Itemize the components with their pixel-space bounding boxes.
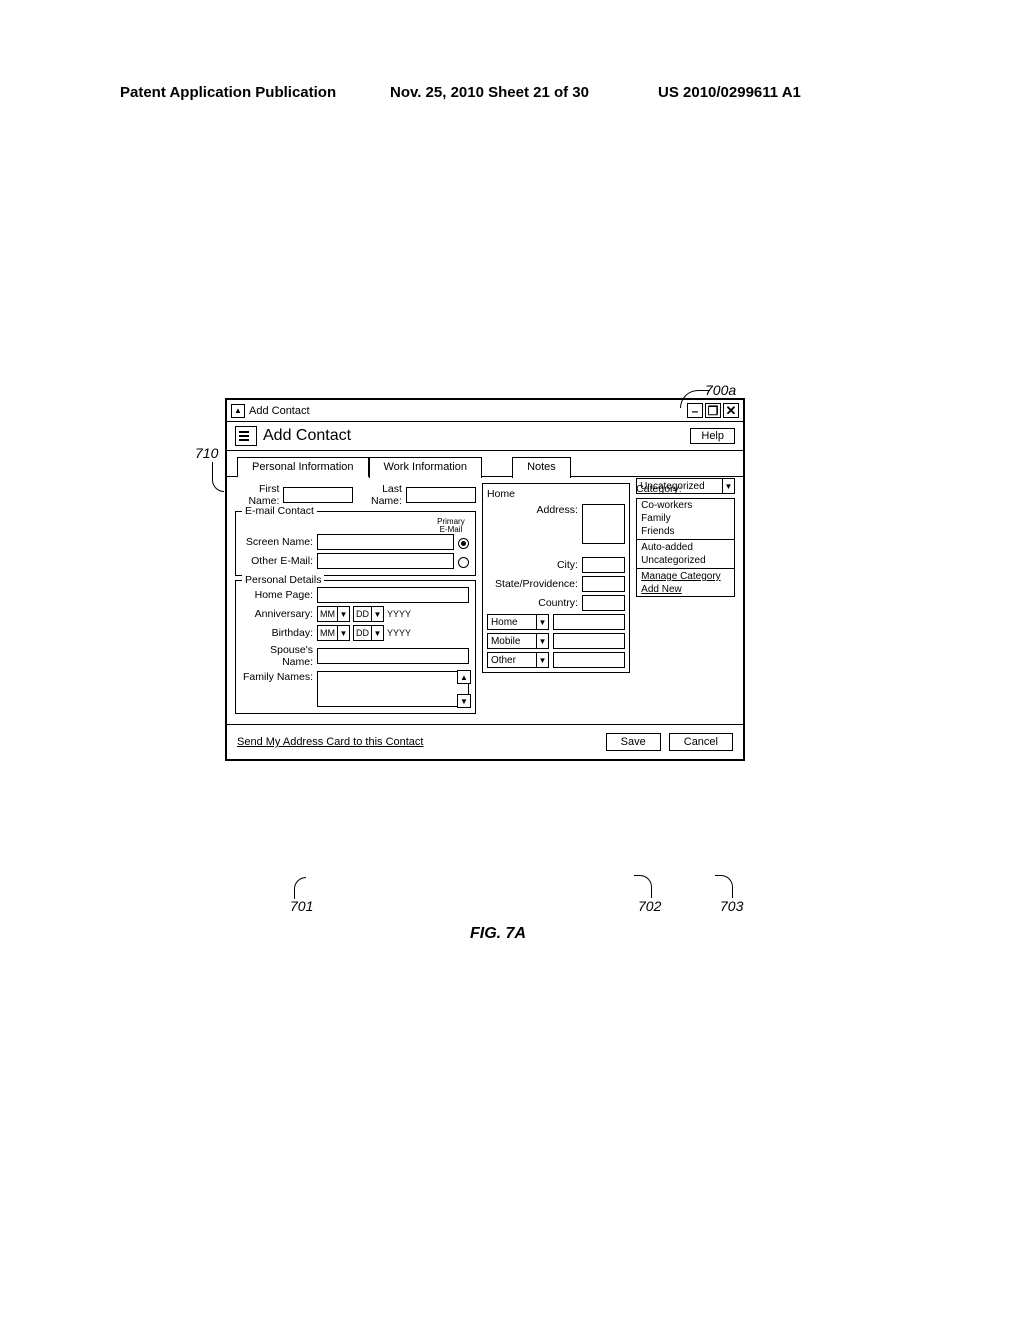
anniversary-year-label: YYYY bbox=[387, 609, 411, 619]
category-dropdown-list: Co-workers Family Friends Auto-added Unc… bbox=[636, 498, 735, 597]
content-area: First Name: Last Name: E-mail Contact Pr… bbox=[227, 477, 743, 724]
other-email-label: Other E-Mail: bbox=[242, 555, 317, 567]
scroll-up-icon[interactable]: ▲ bbox=[457, 670, 471, 684]
toolbar-title: Add Contact bbox=[263, 427, 351, 445]
category-option-uncategorized[interactable]: Uncategorized bbox=[637, 554, 734, 567]
window-controls: – ❐ ✕ bbox=[687, 403, 739, 418]
figure-label: FIG. 7A bbox=[470, 925, 526, 943]
header-patent-number: US 2010/0299611 A1 bbox=[658, 84, 801, 101]
address-input[interactable] bbox=[582, 504, 625, 544]
add-contact-window: ▲ Add Contact – ❐ ✕ Add Contact Help Per… bbox=[225, 398, 745, 761]
primary-email-label: Primary E-Mail bbox=[433, 518, 469, 534]
reference-710: 710 bbox=[195, 445, 218, 461]
personal-details-legend: Personal Details bbox=[242, 574, 324, 586]
city-input[interactable] bbox=[582, 557, 625, 573]
spouse-name-label: Spouse's Name: bbox=[242, 644, 317, 668]
spouse-name-input[interactable] bbox=[317, 648, 469, 664]
category-manage-link[interactable]: Manage Category bbox=[637, 570, 734, 583]
tab-personal-information[interactable]: Personal Information bbox=[237, 457, 369, 478]
reference-curve bbox=[634, 875, 652, 898]
family-names-label: Family Names: bbox=[242, 671, 317, 683]
send-address-card-link[interactable]: Send My Address Card to this Contact bbox=[237, 736, 423, 748]
middle-column: Home Address: City: State/Providence: Co… bbox=[482, 483, 630, 718]
toolbar-title-group: Add Contact bbox=[235, 426, 351, 446]
primary-email-radio-other[interactable] bbox=[458, 557, 469, 568]
home-section-label: Home bbox=[487, 488, 625, 500]
titlebar: ▲ Add Contact – ❐ ✕ bbox=[227, 400, 743, 422]
category-option-family[interactable]: Family bbox=[637, 512, 734, 525]
home-page-label: Home Page: bbox=[242, 589, 317, 601]
phone-other-input[interactable] bbox=[553, 652, 625, 668]
country-label: Country: bbox=[487, 597, 582, 609]
birthday-year-label: YYYY bbox=[387, 628, 411, 638]
reference-curve bbox=[294, 877, 306, 899]
tab-notes[interactable]: Notes bbox=[512, 457, 571, 478]
contact-card-icon bbox=[235, 426, 257, 446]
reference-701: 701 bbox=[290, 898, 313, 914]
tab-work-information[interactable]: Work Information bbox=[369, 457, 483, 478]
reference-702: 702 bbox=[638, 898, 661, 914]
anniversary-label: Anniversary: bbox=[242, 608, 317, 620]
help-button[interactable]: Help bbox=[690, 428, 735, 444]
header-date-sheet: Nov. 25, 2010 Sheet 21 of 30 bbox=[390, 84, 589, 101]
country-input[interactable] bbox=[582, 595, 625, 611]
reference-703: 703 bbox=[720, 898, 743, 914]
first-name-input[interactable] bbox=[283, 487, 353, 503]
state-input[interactable] bbox=[582, 576, 625, 592]
last-name-input[interactable] bbox=[406, 487, 476, 503]
footer: Send My Address Card to this Contact Sav… bbox=[227, 724, 743, 759]
category-option-coworkers[interactable]: Co-workers bbox=[637, 499, 734, 512]
email-contact-legend: E-mail Contact bbox=[242, 505, 317, 517]
phone-home-input[interactable] bbox=[553, 614, 625, 630]
home-address-box: Home Address: City: State/Providence: Co… bbox=[482, 483, 630, 673]
category-option-friends[interactable]: Friends bbox=[637, 525, 734, 538]
reference-curve bbox=[212, 462, 224, 492]
save-button[interactable]: Save bbox=[606, 733, 661, 751]
header-publication: Patent Application Publication bbox=[120, 84, 336, 101]
category-add-new-link[interactable]: Add New bbox=[637, 583, 734, 596]
state-label: State/Providence: bbox=[487, 578, 582, 590]
birthday-label: Birthday: bbox=[242, 627, 317, 639]
phone-home-select[interactable]: Home▼ bbox=[487, 614, 549, 630]
maximize-button[interactable]: ❐ bbox=[705, 403, 721, 418]
last-name-label: Last Name: bbox=[353, 483, 406, 507]
other-email-input[interactable] bbox=[317, 553, 454, 569]
anniversary-day-select[interactable]: DD▼ bbox=[353, 606, 384, 622]
cancel-button[interactable]: Cancel bbox=[669, 733, 733, 751]
category-option-auto-added[interactable]: Auto-added bbox=[637, 541, 734, 554]
screen-name-input[interactable] bbox=[317, 534, 454, 550]
family-names-textarea[interactable] bbox=[317, 671, 469, 707]
tab-bar: Personal Information Work Information No… bbox=[227, 451, 743, 477]
first-name-label: First Name: bbox=[235, 483, 283, 507]
screen-name-label: Screen Name: bbox=[242, 536, 317, 548]
toolbar: Add Contact Help bbox=[227, 422, 743, 451]
home-page-input[interactable] bbox=[317, 587, 469, 603]
phone-other-select[interactable]: Other▼ bbox=[487, 652, 549, 668]
right-column: Category: Uncategorized ▼ Co-workers Fam… bbox=[636, 483, 735, 718]
window-title: Add Contact bbox=[249, 405, 310, 417]
category-select[interactable]: Uncategorized ▼ bbox=[636, 478, 735, 494]
primary-email-radio-screen[interactable] bbox=[458, 538, 469, 549]
address-label: Address: bbox=[487, 504, 582, 516]
phone-mobile-input[interactable] bbox=[553, 633, 625, 649]
minimize-button[interactable]: – bbox=[687, 403, 703, 418]
anniversary-month-select[interactable]: MM▼ bbox=[317, 606, 350, 622]
birthday-month-select[interactable]: MM▼ bbox=[317, 625, 350, 641]
birthday-day-select[interactable]: DD▼ bbox=[353, 625, 384, 641]
titlebar-left: ▲ Add Contact bbox=[231, 404, 310, 418]
phone-mobile-select[interactable]: Mobile▼ bbox=[487, 633, 549, 649]
window-icon: ▲ bbox=[231, 404, 245, 418]
close-button[interactable]: ✕ bbox=[723, 403, 739, 418]
scroll-down-icon[interactable]: ▼ bbox=[457, 694, 471, 708]
city-label: City: bbox=[487, 559, 582, 571]
email-contact-fieldset: E-mail Contact Primary E-Mail Screen Nam… bbox=[235, 511, 476, 576]
reference-curve bbox=[715, 875, 733, 898]
personal-details-fieldset: Personal Details Home Page: Anniversary:… bbox=[235, 580, 476, 714]
left-column: First Name: Last Name: E-mail Contact Pr… bbox=[235, 483, 476, 718]
